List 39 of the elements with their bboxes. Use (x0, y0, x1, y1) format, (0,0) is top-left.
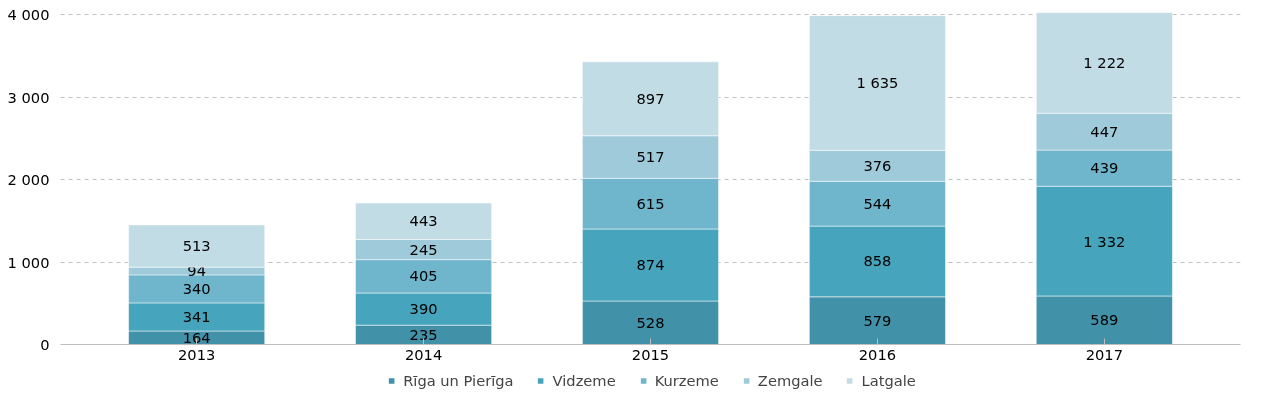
data-label: 376 (863, 156, 892, 174)
data-label: 1 635 (856, 74, 899, 92)
y-tick-label: 0 (40, 336, 50, 353)
data-label: 164 (182, 328, 211, 346)
y-tick-label: 1 000 (7, 253, 50, 271)
data-label: 615 (636, 194, 665, 212)
data-label: 579 (863, 311, 892, 329)
data-label: 589 (1090, 311, 1119, 329)
data-label: 443 (409, 212, 438, 230)
legend-label: Kurzeme (654, 371, 719, 389)
data-label: 1 332 (1083, 232, 1126, 250)
y-tick-label: 2 000 (7, 171, 50, 189)
data-label: 390 (409, 300, 438, 318)
data-label: 341 (182, 307, 211, 325)
data-label: 897 (636, 89, 665, 107)
data-label: 1 222 (1083, 54, 1126, 72)
legend-label: Vidzeme (552, 371, 616, 389)
y-tick-label: 4 000 (7, 6, 50, 24)
legend-label: Latgale (861, 371, 916, 389)
data-label: 528 (636, 313, 665, 331)
data-label: 513 (182, 237, 211, 255)
data-label: 447 (1090, 122, 1119, 140)
data-label: 858 (863, 252, 892, 270)
data-label: 340 (182, 279, 211, 297)
data-label: 544 (863, 194, 892, 212)
legend-label: Rīga un Pierīga (403, 371, 514, 389)
data-label: 405 (409, 267, 438, 285)
legend-label: Zemgale (757, 371, 823, 389)
x-tick-label: 2017 (1085, 345, 1124, 363)
data-label: 245 (409, 240, 438, 258)
data-label: 439 (1090, 159, 1119, 177)
x-tick-label: 2016 (858, 345, 897, 363)
data-label: 235 (409, 325, 438, 343)
y-tick-label: 3 000 (7, 88, 50, 106)
data-label: 874 (636, 256, 665, 273)
data-label: 517 (636, 148, 665, 166)
x-tick-label: 2015 (631, 345, 670, 363)
x-tick-label: 2014 (404, 345, 443, 363)
x-tick-label: 2013 (178, 345, 216, 363)
